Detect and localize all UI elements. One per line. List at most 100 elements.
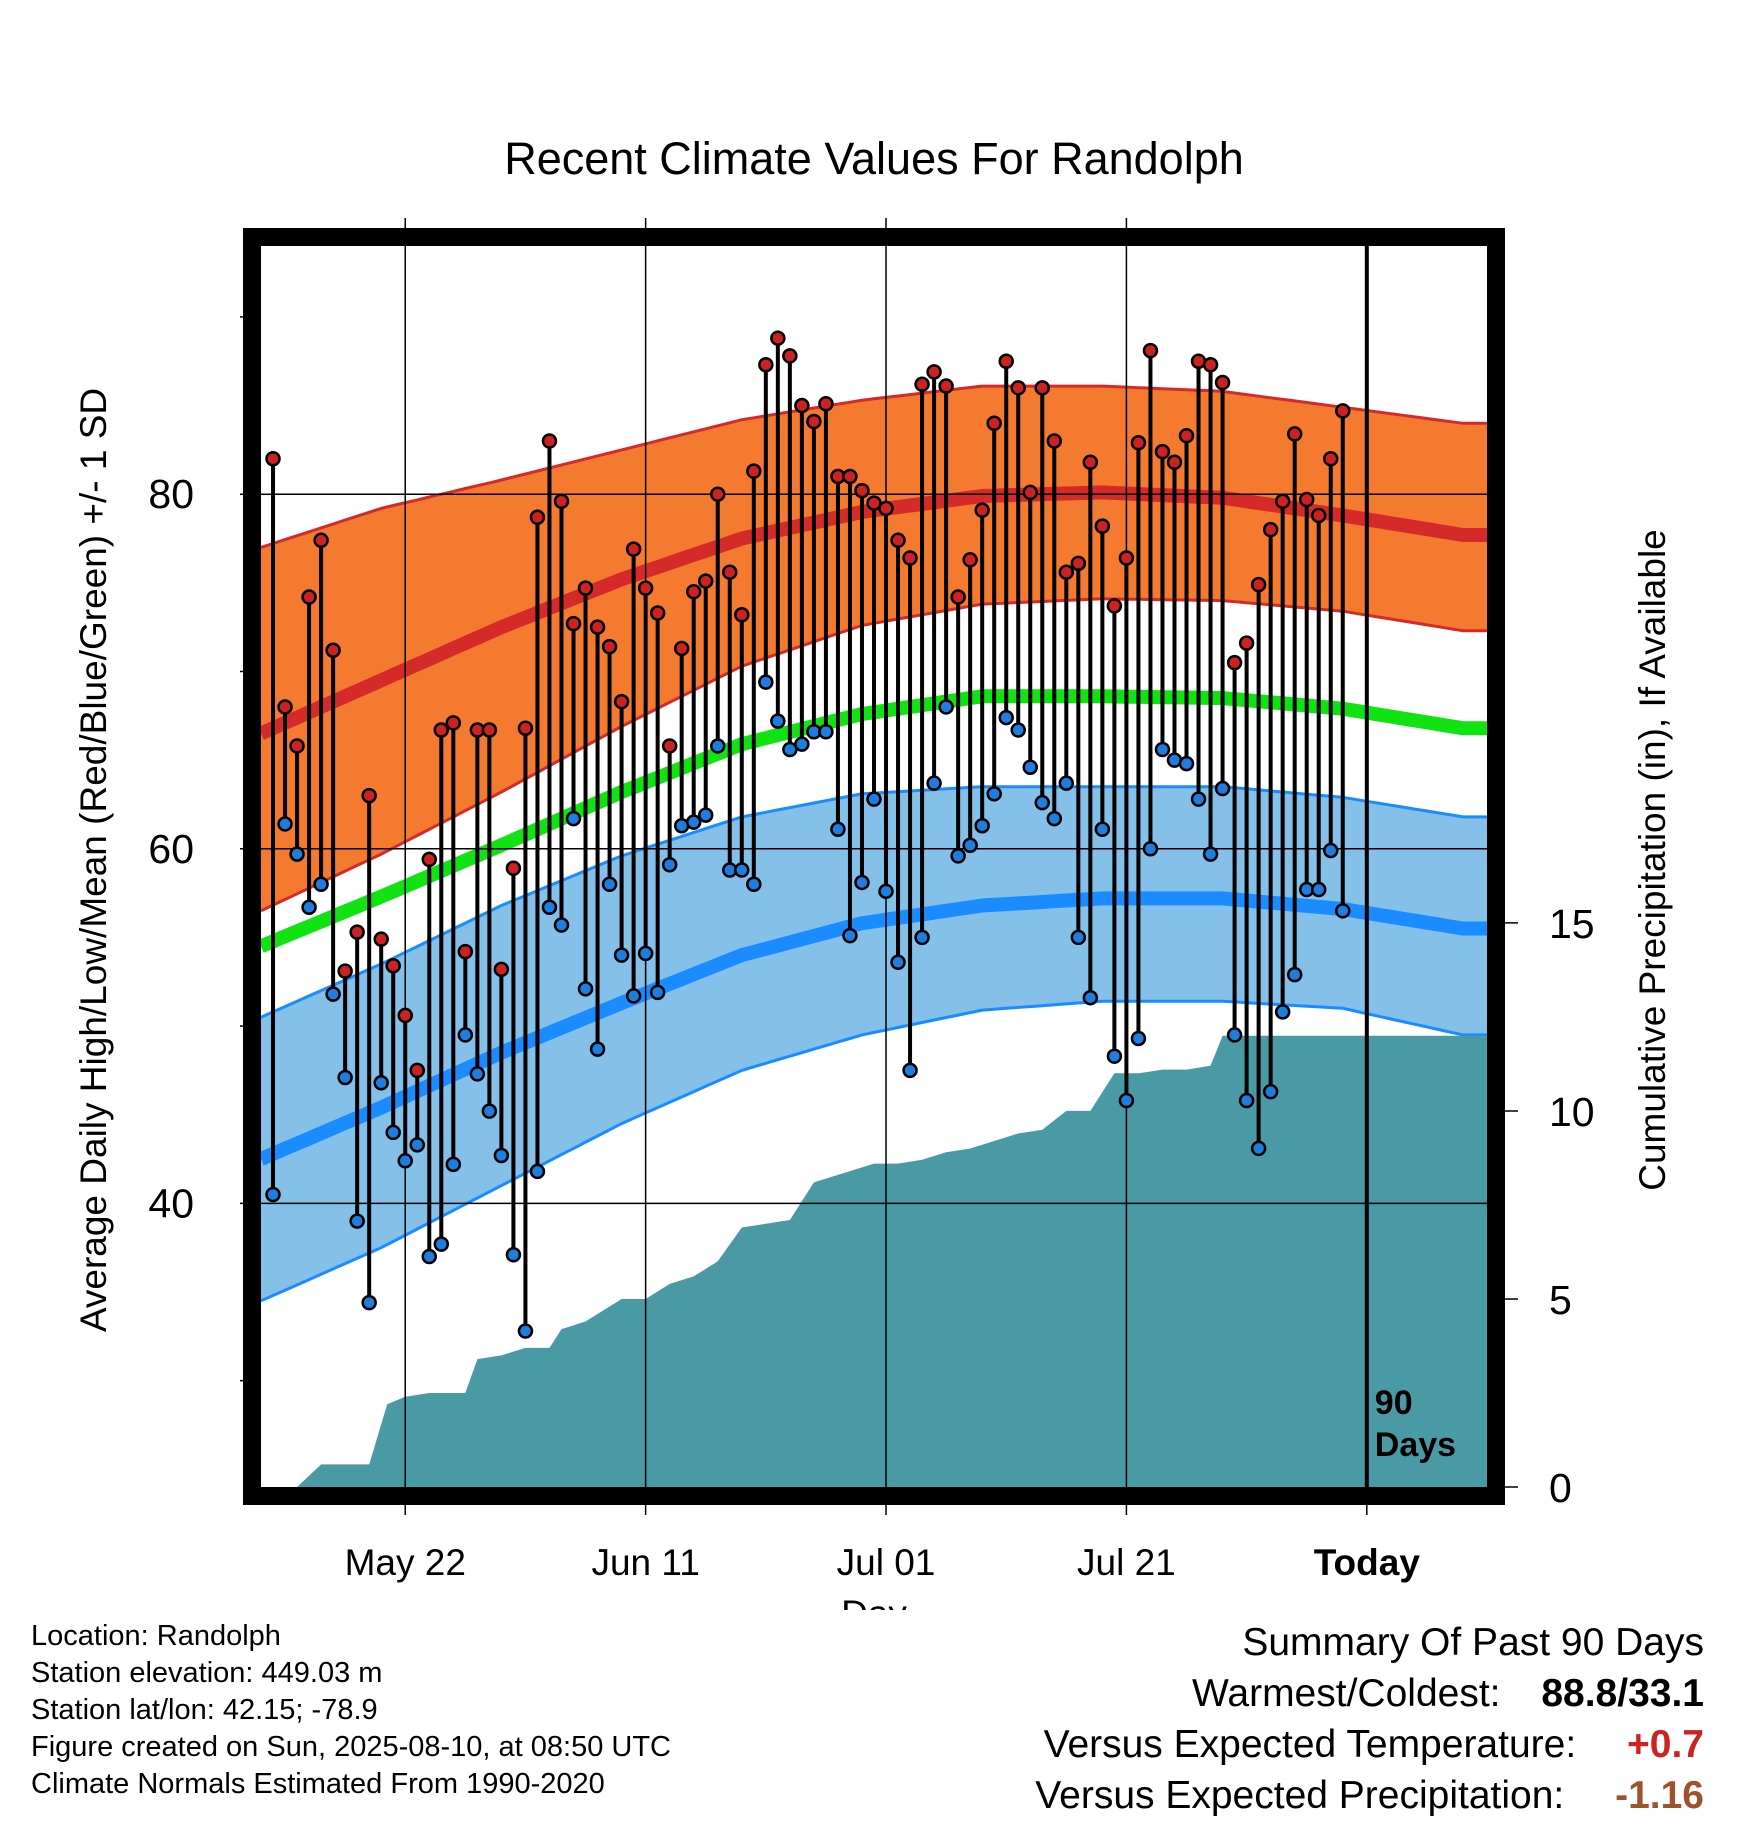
low-point	[277, 816, 293, 832]
high-point	[722, 564, 738, 580]
high-point	[1166, 454, 1183, 471]
low-point	[1034, 794, 1051, 811]
high-point	[553, 493, 570, 510]
high-sd-band-upper-edge	[260, 384, 1487, 549]
low-point	[746, 876, 762, 892]
low-point	[926, 775, 942, 791]
high-point	[1082, 454, 1099, 471]
axes: 40 60 80 May 22 Jun 11 Jul 01 Jul 21 Today 0 5 10 1…	[148, 316, 1595, 1583]
high-point	[445, 715, 462, 731]
high-point	[818, 396, 834, 412]
x-tick-label: Jul 01	[837, 1542, 936, 1583]
low-point	[397, 1153, 413, 1169]
low-point	[433, 1236, 450, 1252]
high-point	[1070, 555, 1087, 572]
precip-value: -1.16	[1615, 1774, 1704, 1817]
low-point	[1335, 903, 1351, 919]
high-point	[289, 738, 305, 754]
low-point	[866, 791, 882, 807]
high-point	[1118, 550, 1135, 566]
high-point	[325, 642, 341, 658]
low-point	[637, 945, 654, 962]
high-point	[1298, 491, 1315, 508]
low-point	[421, 1248, 438, 1265]
high-point	[926, 364, 942, 380]
low-point	[601, 876, 618, 892]
low-point	[854, 874, 870, 891]
low-point	[1094, 821, 1111, 838]
high-point	[349, 924, 365, 940]
low-point	[1154, 741, 1171, 758]
high-point	[998, 353, 1014, 369]
low-point	[1142, 841, 1159, 857]
high-point	[842, 468, 858, 485]
high-point	[481, 722, 498, 738]
high-point	[794, 397, 810, 414]
plot-frame: 90 Days	[243, 228, 1505, 1505]
summary-panel: Summary Of Past 90 Days Warmest/Coldest:…	[1035, 1617, 1704, 1821]
station-info: Location: Randolph Station elevation: 44…	[31, 1618, 671, 1803]
low-point	[577, 981, 594, 997]
high-point	[1262, 521, 1279, 538]
low-point	[301, 899, 317, 916]
low-point	[373, 1075, 389, 1091]
low-point	[1226, 1027, 1243, 1043]
precip-area	[261, 1035, 1487, 1487]
low-point	[1286, 966, 1303, 983]
high-point	[637, 580, 654, 596]
x-tick-label: Jul 21	[1077, 1542, 1176, 1583]
low-point	[890, 954, 906, 970]
high-point	[974, 502, 990, 518]
high-point	[457, 943, 474, 960]
high-point	[878, 500, 894, 517]
low-point	[902, 1062, 918, 1079]
y-axis-label: Average Daily High/Low/Mean (Red/Blue/Gr…	[73, 388, 114, 1332]
low-point	[697, 807, 714, 823]
low-point	[1070, 929, 1087, 946]
low-point	[1322, 842, 1339, 859]
high-point	[1250, 576, 1267, 593]
high-point	[1178, 427, 1195, 444]
summary-row-warmest: Warmest/Coldest: 88.8/33.1	[1035, 1668, 1704, 1719]
high-point	[577, 580, 594, 596]
high-point	[1335, 403, 1351, 419]
low-point	[481, 1103, 498, 1119]
low-point	[565, 810, 582, 827]
high-point	[601, 638, 618, 655]
low-point	[962, 837, 978, 853]
high-point	[1130, 435, 1147, 451]
low-point	[553, 917, 570, 933]
high-point	[1226, 654, 1243, 671]
low-point	[1106, 1048, 1123, 1064]
x-tick-label: May 22	[345, 1542, 466, 1583]
warmest-label: Warmest/Coldest:	[1192, 1672, 1501, 1715]
high-point	[265, 450, 281, 467]
low-point	[361, 1294, 377, 1311]
low-point	[1310, 881, 1327, 898]
low-point	[589, 1041, 606, 1057]
low-point	[998, 709, 1014, 726]
y-tick-label: 60	[148, 826, 194, 872]
y-tick-label: 80	[148, 471, 194, 517]
low-point	[1022, 759, 1039, 775]
y2-tick-label: 0	[1549, 1465, 1572, 1511]
high-point	[373, 931, 389, 947]
low-point	[1202, 846, 1219, 862]
low-point	[1118, 1092, 1135, 1109]
warmest-value: 88.8/33.1	[1541, 1672, 1704, 1715]
low-point	[794, 736, 810, 752]
low-point	[1046, 810, 1063, 827]
low-point	[469, 1066, 486, 1082]
low-point	[613, 947, 630, 963]
low-point	[1262, 1083, 1279, 1100]
high-point	[1310, 507, 1327, 524]
high-point	[277, 699, 293, 715]
low-sd-band	[261, 786, 1487, 1301]
high-point	[709, 486, 726, 502]
temp-value: +0.7	[1627, 1723, 1704, 1766]
low-point	[505, 1247, 522, 1263]
y2-tick-label: 15	[1549, 901, 1595, 947]
y2-axis-label: Cumulative Precipitation (in), If Availa…	[1632, 529, 1673, 1191]
y-tick-label: 40	[148, 1180, 194, 1226]
low-point	[1238, 1092, 1255, 1109]
